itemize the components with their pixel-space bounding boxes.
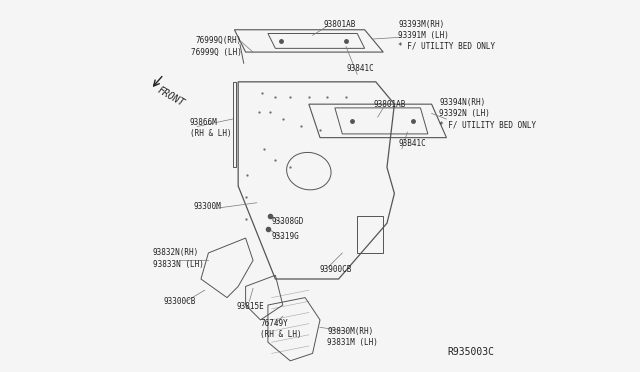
Text: R935003C: R935003C [448,347,495,357]
Text: 93394N(RH)
93392N (LH)
* F/ UTILITY BED ONLY: 93394N(RH) 93392N (LH) * F/ UTILITY BED … [439,98,536,129]
Text: 93832N(RH)
93833N (LH): 93832N(RH) 93833N (LH) [152,248,204,269]
Text: 93300CB: 93300CB [164,297,196,306]
Text: 93830M(RH)
93831M (LH): 93830M(RH) 93831M (LH) [328,327,378,347]
Text: 93308GD: 93308GD [271,217,304,226]
Text: 93801AB: 93801AB [324,20,356,29]
Text: 93815E: 93815E [236,302,264,311]
Text: 93900CB: 93900CB [320,265,353,274]
Text: 93319G: 93319G [271,232,300,241]
Text: 93393M(RH)
93391M (LH)
* F/ UTILITY BED ONLY: 93393M(RH) 93391M (LH) * F/ UTILITY BED … [398,20,495,51]
Text: 93841C: 93841C [346,64,374,73]
Text: 93801AB: 93801AB [374,100,406,109]
Text: 93300M: 93300M [193,202,221,211]
Text: 93B41C: 93B41C [398,139,426,148]
Text: 76999Q(RH)
76999Q (LH): 76999Q(RH) 76999Q (LH) [191,36,242,57]
Text: 93866M
(RH & LH): 93866M (RH & LH) [190,118,232,138]
Text: 76749Y
(RH & LH): 76749Y (RH & LH) [260,319,302,339]
Text: FRONT: FRONT [156,85,186,108]
